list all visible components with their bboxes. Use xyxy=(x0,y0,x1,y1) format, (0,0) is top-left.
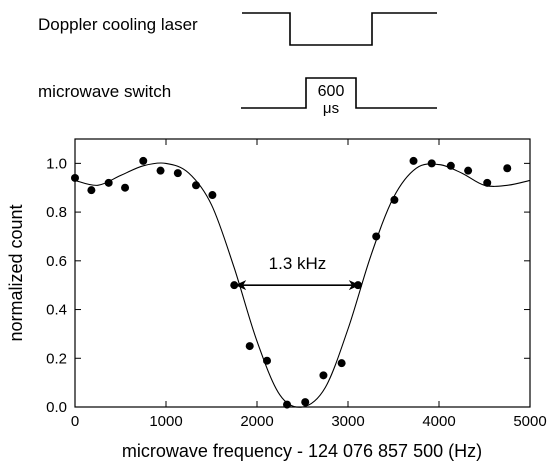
timing-diagram: Doppler cooling laser microwave switch 6… xyxy=(38,12,437,117)
data-point xyxy=(301,398,310,407)
resonance-chart: 0 1000 2000 3000 4000 50000.00.20.40.60.81.0 … xyxy=(6,138,547,461)
x-tick-label: 0 xyxy=(71,413,79,430)
data-point xyxy=(173,169,182,178)
y-tick-label: 0.8 xyxy=(46,204,67,221)
data-point xyxy=(87,186,96,195)
data-points xyxy=(71,156,512,409)
data-point xyxy=(337,359,346,368)
data-point xyxy=(71,173,79,182)
y-tick-label: 0.4 xyxy=(46,302,67,319)
data-point xyxy=(483,178,492,187)
doppler-label: Doppler cooling laser xyxy=(38,15,198,34)
microwave-label: microwave switch xyxy=(38,82,171,101)
data-point xyxy=(409,156,418,165)
width-arrow-left-head xyxy=(235,280,247,291)
pulse-duration-unit: μs xyxy=(323,100,339,117)
linewidth-label: 1.3 kHz xyxy=(269,254,327,273)
doppler-waveform xyxy=(242,12,437,46)
x-tick-label: 4000 xyxy=(422,413,455,430)
data-point xyxy=(139,156,148,165)
data-point xyxy=(390,195,399,204)
y-tick-label: 0.6 xyxy=(46,253,67,270)
data-point xyxy=(156,166,165,175)
x-axis-label: microwave frequency - 124 076 857 500 (H… xyxy=(122,441,482,461)
y-tick-label: 0.2 xyxy=(46,350,67,367)
x-tick-label: 2000 xyxy=(240,413,273,430)
data-point xyxy=(372,232,381,241)
data-point xyxy=(464,166,473,175)
data-point xyxy=(245,342,254,351)
data-point xyxy=(192,181,201,190)
data-point xyxy=(208,191,217,200)
x-tick-label: 1000 xyxy=(149,413,182,430)
y-tick-label: 0.0 xyxy=(46,399,67,416)
microwave-waveform xyxy=(241,77,437,109)
width-arrow-right-head xyxy=(348,280,360,291)
fit-layer xyxy=(74,162,531,408)
data-point xyxy=(283,400,292,409)
y-axis-label: normalized count xyxy=(6,204,26,341)
data-point xyxy=(121,183,130,192)
x-tick-label: 5000 xyxy=(513,413,546,430)
data-point xyxy=(319,371,328,380)
axis-ticks: 0 1000 2000 3000 4000 5000 0.0 0.2 0.4 0.6 0.8 1.0 xyxy=(46,139,547,430)
pulse-duration-value: 600 xyxy=(318,83,345,100)
data-point xyxy=(503,164,512,173)
data-point xyxy=(104,178,113,187)
data-point xyxy=(263,356,272,365)
linewidth-annotation xyxy=(235,280,360,291)
data-point xyxy=(446,161,455,170)
data-point xyxy=(427,159,436,168)
fit-curve xyxy=(74,162,531,408)
y-tick-label: 1.0 xyxy=(46,155,67,172)
data-point xyxy=(230,281,239,290)
x-tick-label: 3000 xyxy=(331,413,364,430)
